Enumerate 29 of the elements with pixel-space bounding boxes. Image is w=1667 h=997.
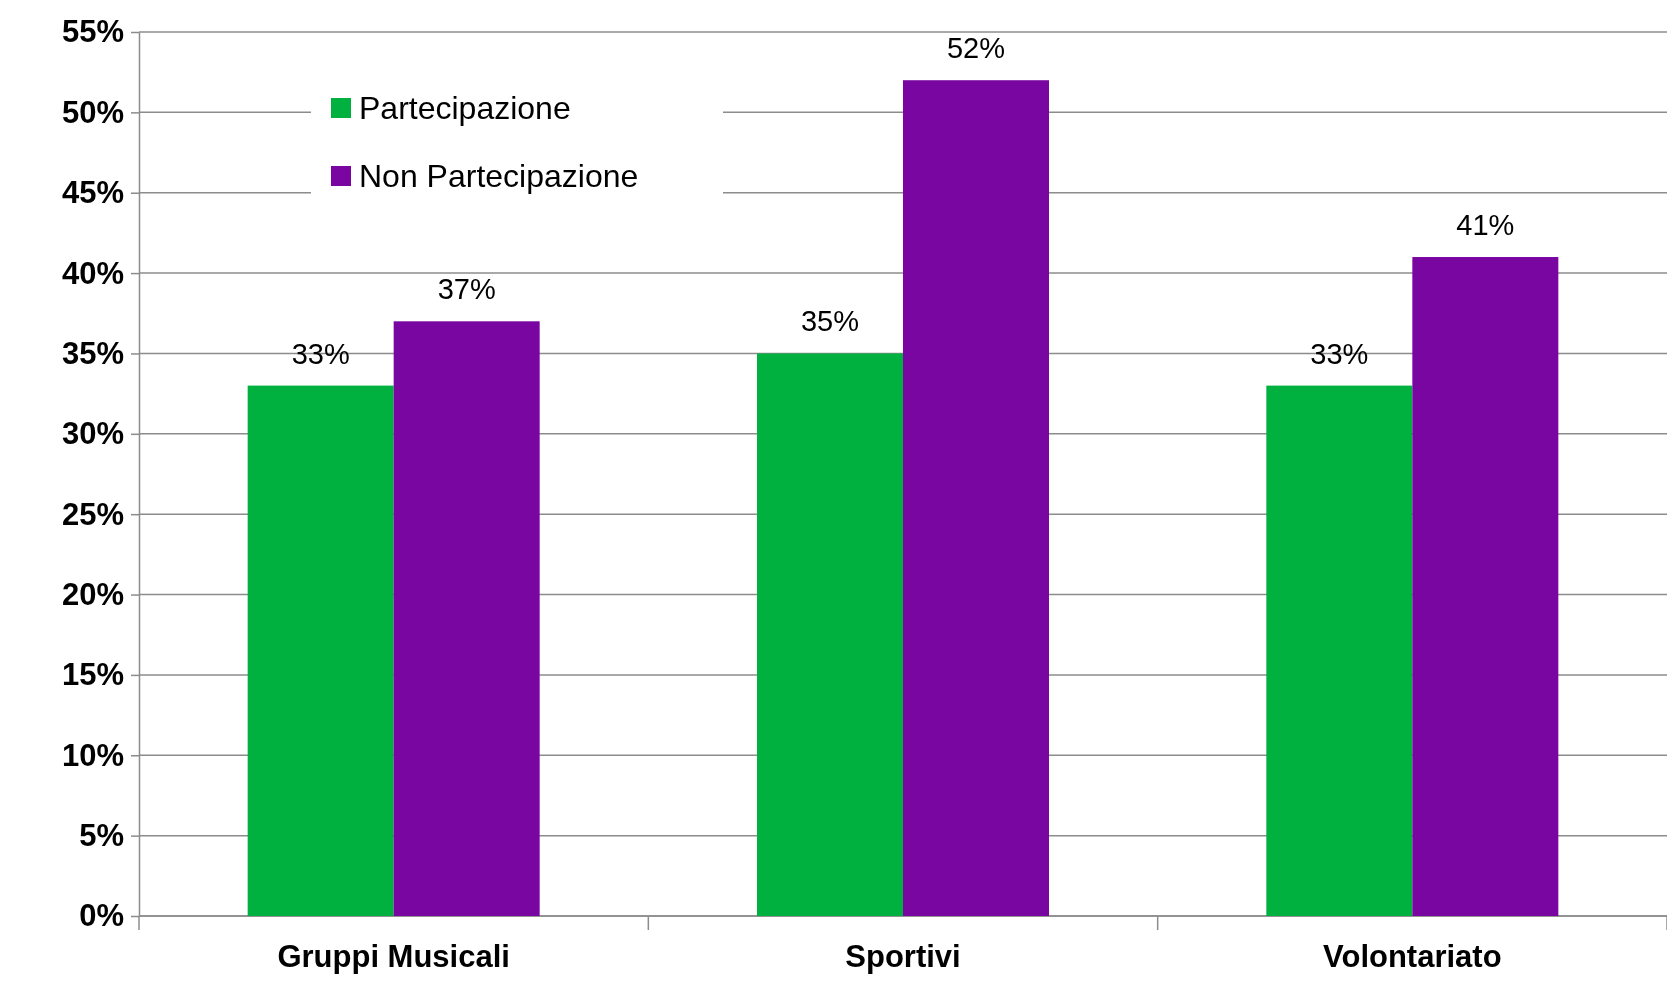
bar [757, 353, 903, 916]
x-tick-label: Gruppi Musicali [277, 939, 510, 974]
y-tick-label: 40% [61, 255, 124, 291]
data-label: 37% [437, 273, 496, 306]
y-tick-label: 35% [61, 335, 124, 371]
y-tick-label: 45% [61, 175, 124, 211]
x-tick-label: Sportivi [845, 939, 961, 974]
data-label: 33% [291, 337, 350, 370]
bar [247, 385, 394, 916]
data-label: 35% [800, 305, 860, 338]
y-tick-label: 25% [61, 496, 124, 532]
bar [1412, 257, 1559, 916]
y-tick-label: 5% [79, 818, 124, 854]
x-tick-label: Volontariato [1323, 939, 1502, 974]
y-tick-label: 55% [61, 14, 124, 50]
legend-label: Partecipazione [359, 90, 571, 126]
y-tick-label: 50% [61, 94, 124, 130]
y-tick-label: 0% [79, 898, 124, 934]
y-tick-label: 10% [61, 737, 124, 773]
data-label: 52% [946, 32, 1006, 65]
legend-label: Non Partecipazione [359, 158, 639, 194]
bar [393, 321, 540, 916]
y-tick-label: 20% [61, 576, 124, 612]
data-label: 33% [1310, 337, 1369, 370]
y-tick-label: 30% [61, 416, 124, 452]
bar [903, 80, 1049, 916]
y-tick-label: 15% [61, 657, 124, 693]
bar [1266, 385, 1413, 916]
data-label: 41% [1456, 209, 1515, 242]
